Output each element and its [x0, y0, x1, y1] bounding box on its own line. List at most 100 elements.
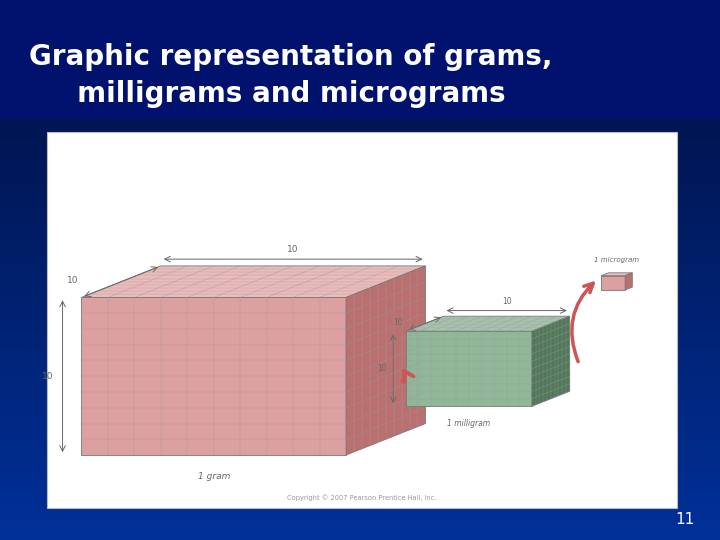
Bar: [0, 248, 720, 251]
Bar: [0, 327, 720, 329]
Bar: [0, 73, 720, 76]
Text: 10: 10: [42, 372, 53, 381]
Text: 11: 11: [675, 511, 695, 526]
Bar: [0, 262, 720, 265]
Bar: [0, 157, 720, 159]
Bar: [0, 421, 720, 424]
Bar: [0, 464, 720, 467]
Bar: [0, 275, 720, 278]
Bar: [0, 221, 720, 224]
Bar: [0, 329, 720, 332]
Text: 10: 10: [502, 297, 511, 306]
Bar: [0, 224, 720, 227]
Bar: [0, 240, 720, 243]
Bar: [0, 300, 720, 302]
Bar: [0, 516, 720, 518]
Bar: [0, 316, 720, 319]
Bar: [0, 297, 720, 300]
Bar: [0, 435, 720, 437]
Bar: [0, 454, 720, 456]
Bar: [0, 105, 720, 108]
Bar: [0, 111, 720, 113]
Bar: [0, 154, 720, 157]
Bar: [0, 22, 720, 24]
Bar: [0, 51, 720, 54]
Bar: [0, 57, 720, 59]
Polygon shape: [601, 275, 625, 290]
Bar: [0, 256, 720, 259]
Bar: [47, 132, 677, 508]
Bar: [0, 130, 720, 132]
Bar: [0, 338, 720, 340]
Bar: [0, 486, 720, 489]
Bar: [0, 410, 720, 413]
Bar: [0, 108, 720, 111]
Bar: [0, 216, 720, 219]
Bar: [0, 448, 720, 451]
Bar: [0, 356, 720, 359]
Bar: [0, 92, 720, 94]
Bar: [0, 267, 720, 270]
Bar: [0, 116, 720, 119]
Bar: [0, 392, 720, 394]
Bar: [0, 40, 720, 43]
Bar: [0, 456, 720, 459]
Bar: [0, 467, 720, 470]
Bar: [0, 200, 720, 202]
Bar: [0, 235, 720, 238]
Bar: [0, 319, 720, 321]
Bar: [0, 524, 720, 526]
Bar: [0, 446, 720, 448]
Text: 10: 10: [393, 319, 402, 327]
Bar: [0, 292, 720, 294]
Bar: [0, 513, 720, 516]
Bar: [0, 405, 720, 408]
Bar: [0, 351, 720, 354]
Bar: [0, 364, 720, 367]
Bar: [0, 159, 720, 162]
Bar: [0, 489, 720, 491]
Bar: [0, 475, 720, 478]
Bar: [0, 232, 720, 235]
Bar: [0, 208, 720, 211]
Bar: [0, 427, 720, 429]
Bar: [0, 332, 720, 335]
Bar: [0, 310, 720, 313]
Bar: [0, 49, 720, 51]
Bar: [0, 518, 720, 521]
Bar: [0, 68, 720, 70]
Bar: [0, 181, 720, 184]
Bar: [0, 81, 720, 84]
Bar: [0, 491, 720, 494]
Bar: [0, 124, 720, 127]
Bar: [0, 32, 720, 35]
Bar: [0, 70, 720, 73]
Bar: [0, 286, 720, 289]
Bar: [0, 11, 720, 14]
Bar: [0, 3, 720, 5]
Bar: [0, 294, 720, 297]
Bar: [0, 432, 720, 435]
Bar: [0, 205, 720, 208]
Bar: [0, 521, 720, 524]
Bar: [0, 500, 720, 502]
Bar: [0, 270, 720, 273]
Polygon shape: [625, 273, 632, 290]
Bar: [0, 211, 720, 213]
Bar: [0, 78, 720, 81]
Bar: [0, 219, 720, 221]
Bar: [0, 5, 720, 8]
Bar: [0, 278, 720, 281]
Text: 10: 10: [287, 245, 299, 253]
Bar: [0, 186, 720, 189]
Text: 10: 10: [67, 275, 78, 285]
Bar: [0, 494, 720, 497]
Bar: [0, 138, 720, 140]
Bar: [0, 508, 720, 510]
Bar: [0, 227, 720, 229]
Bar: [0, 230, 720, 232]
Bar: [0, 440, 720, 443]
Bar: [0, 16, 720, 19]
Bar: [0, 0, 720, 119]
Bar: [0, 14, 720, 16]
